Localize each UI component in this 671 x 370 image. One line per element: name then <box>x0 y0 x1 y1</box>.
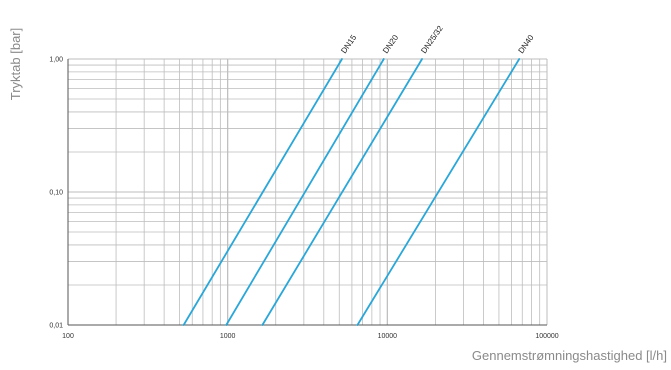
x-tick-label: 100 <box>62 333 74 340</box>
series-label-dn15: DN15 <box>339 33 358 55</box>
series-labels: DN15 DN20 DN25/32 DN40 <box>339 24 536 55</box>
y-tick-label: 1,00 <box>49 57 63 64</box>
y-tick-label: 0,01 <box>49 323 63 330</box>
series-line-dn40 <box>356 58 521 326</box>
chart-grid <box>67 58 548 326</box>
series-line-dn25-32 <box>261 58 423 326</box>
series-line-dn15 <box>182 58 343 326</box>
x-tick-label: 10000 <box>378 333 398 340</box>
x-axis-ticks: 100 1000 10000 100000 <box>62 333 559 340</box>
x-tick-label: 100000 <box>535 333 558 340</box>
series-label-dn40: DN40 <box>516 33 535 55</box>
chart-series-lines <box>182 58 521 326</box>
y-axis-ticks: 0,01 0,10 1,00 <box>49 57 63 330</box>
y-axis-title: Tryktab [bar] <box>8 28 23 100</box>
series-label-dn25-32: DN25/32 <box>419 24 445 55</box>
x-axis-title: Gennemstrømningshastighed [l/h] <box>472 348 667 363</box>
series-label-dn20: DN20 <box>381 33 400 55</box>
x-tick-label: 1000 <box>220 333 236 340</box>
series-line-dn20 <box>225 58 385 326</box>
y-tick-label: 0,10 <box>49 190 63 197</box>
